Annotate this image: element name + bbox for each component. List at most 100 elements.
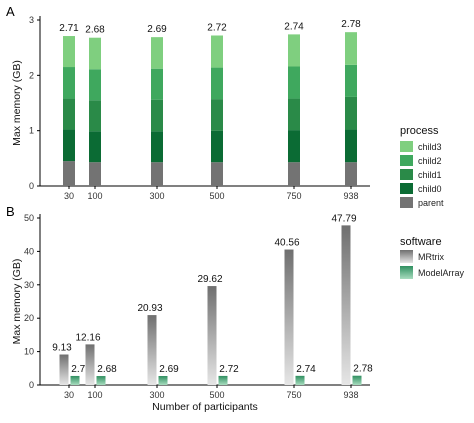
panel-a-y-tick-label: 2 — [29, 70, 34, 80]
panel-b-bar-label-MRtrix: 47.79 — [331, 213, 356, 224]
panel-b-bar-ModelArray — [295, 375, 305, 385]
panel-b-x-tick-label: 938 — [343, 390, 358, 400]
panel-b-bar-label-ModelArray: 2.71 — [71, 364, 91, 375]
panel-b-x-tick-label: 750 — [286, 390, 301, 400]
panel-a-bar-segment-child2 — [211, 67, 223, 100]
panel-b-y-tick-label: 0 — [29, 380, 34, 390]
panel-b-y-tick-label: 40 — [24, 246, 34, 256]
panel-a-bar-segment-child0 — [63, 129, 75, 162]
panel-a-stacked-bar-chart: 0 1 2 3 30 2.71 100 2.68 300 2.69 500 2.72 750 2.74 93… — [11, 15, 444, 208]
panel-b-grouped-bar-chart: 0 10 20 30 40 50 30 9.13 2.71 100 12.16 2.68 300 20.9… — [11, 213, 465, 413]
panel-a-bar-segment-child0 — [288, 130, 300, 163]
panel-a-bar-segment-child1 — [288, 98, 300, 131]
panel-b-legend-label: ModelArray — [418, 268, 465, 278]
panel-b-bar-ModelArray — [158, 376, 168, 385]
panel-a-bar-segment-child3 — [288, 34, 300, 67]
panel-a-bar-segment-child2 — [151, 68, 163, 100]
panel-a-bar-segment-child3 — [151, 37, 163, 69]
panel-a-bar-segment-child3 — [63, 36, 75, 68]
panel-label-b: B — [6, 204, 15, 219]
panel-a-legend-title: process — [400, 125, 439, 137]
panel-b-bar-label-ModelArray: 2.69 — [159, 364, 179, 375]
panel-a-bar-segment-child0 — [151, 131, 163, 163]
panel-b-bar-MRtrix — [341, 225, 351, 385]
panel-b-y-tick-label: 20 — [24, 313, 34, 323]
panel-b-bar-ModelArray — [70, 375, 80, 385]
panel-b-bar-MRtrix — [207, 286, 217, 385]
panel-b-legend-swatch-ModelArray — [400, 266, 413, 279]
panel-a-total-label: 2.68 — [85, 25, 105, 36]
panel-a-legend-swatch-parent — [400, 197, 413, 208]
panel-a-bar-segment-child0 — [345, 129, 357, 163]
panel-b-bar-label-MRtrix: 20.93 — [137, 303, 162, 314]
panel-a-bar-segment-child3 — [345, 32, 357, 65]
panel-b-legend-label: MRtrix — [418, 252, 444, 262]
panel-a-bar-segment-child2 — [288, 66, 300, 99]
panel-b-bar-label-ModelArray: 2.78 — [353, 364, 373, 375]
panel-a-bar-segment-parent — [288, 162, 300, 186]
panel-b-x-tick-label: 500 — [209, 390, 224, 400]
panel-a-legend-label: child3 — [418, 142, 442, 152]
panel-a-bar-segment-child2 — [63, 67, 75, 99]
panel-a-bar-segment-child3 — [89, 37, 101, 70]
panel-a-bar-segment-parent — [211, 162, 223, 186]
panel-b-legend-swatch-MRtrix — [400, 250, 413, 263]
panel-a-bar-segment-parent — [89, 162, 101, 186]
panel-a-bar-segment-parent — [345, 162, 357, 186]
panel-a-bar-segment-child1 — [211, 99, 223, 131]
panel-b-bar-label-MRtrix: 40.56 — [274, 238, 299, 249]
panel-a-x-tick-label: 100 — [87, 191, 102, 201]
panel-a-bar-segment-child1 — [89, 100, 101, 132]
panel-a-bar-segment-child0 — [211, 130, 223, 163]
panel-b-bar-label-MRtrix: 29.62 — [197, 274, 222, 285]
panel-a-bar-segment-child2 — [89, 69, 101, 101]
panel-a-legend-swatch-child2 — [400, 155, 413, 166]
panel-b-bar-ModelArray — [352, 375, 362, 385]
panel-a-legend-swatch-child3 — [400, 141, 413, 152]
panel-a-total-label: 2.72 — [207, 22, 227, 33]
panel-label-a: A — [6, 4, 15, 19]
panel-a-total-label: 2.71 — [59, 23, 79, 34]
panel-b-x-tick-label: 30 — [64, 390, 74, 400]
panel-a-legend-swatch-child1 — [400, 169, 413, 180]
panel-a-y-tick-label: 3 — [29, 15, 34, 25]
panel-a-bar-segment-child3 — [211, 35, 223, 68]
panel-a-bar-segment-parent — [151, 162, 163, 186]
panel-b-bar-label-MRtrix: 12.16 — [75, 332, 100, 343]
panel-a-legend-label: child2 — [418, 156, 442, 166]
panel-b-y-tick-label: 10 — [24, 347, 34, 357]
panel-b-y-tick-label: 30 — [24, 280, 34, 290]
panel-b-bar-label-ModelArray: 2.68 — [97, 364, 117, 375]
panel-a-total-label: 2.69 — [147, 24, 167, 35]
panel-a-bar-segment-child2 — [345, 64, 357, 97]
panel-b-bar-MRtrix — [85, 344, 95, 385]
panel-a-total-label: 2.78 — [341, 19, 361, 30]
panel-a-x-tick-label: 938 — [343, 191, 358, 201]
panel-a-x-tick-label: 500 — [209, 191, 224, 201]
panel-b-y-axis-title: Max memory (GB) — [11, 259, 23, 345]
panel-b-bar-ModelArray — [218, 375, 228, 385]
panel-a-y-axis-title: Max memory (GB) — [11, 60, 23, 146]
panel-a-legend-label: parent — [418, 198, 444, 208]
panel-b-y-tick-label: 50 — [24, 213, 34, 223]
panel-a-x-tick-label: 300 — [149, 191, 164, 201]
panel-a-x-tick-label: 30 — [64, 191, 74, 201]
panel-b-x-tick-label: 300 — [149, 390, 164, 400]
panel-a-legend-label: child1 — [418, 170, 442, 180]
panel-a-bar-segment-parent — [63, 161, 75, 186]
panel-a-total-label: 2.74 — [284, 21, 304, 32]
panel-a-x-tick-label: 750 — [286, 191, 301, 201]
panel-b-x-axis-title: Number of participants — [152, 401, 258, 413]
panel-b-x-tick-label: 100 — [87, 390, 102, 400]
panel-a-legend-label: child0 — [418, 184, 442, 194]
panel-a-bar-segment-child1 — [63, 98, 75, 130]
panel-b-bar-MRtrix — [284, 249, 294, 385]
panel-a-y-tick-label: 1 — [29, 126, 34, 136]
panel-a-bar-segment-child1 — [345, 96, 357, 130]
panel-b-bar-label-ModelArray: 2.72 — [219, 364, 239, 375]
panel-b-legend-title: software — [400, 236, 442, 248]
panel-b-bar-MRtrix — [59, 354, 69, 385]
panel-b-bar-MRtrix — [147, 315, 157, 385]
